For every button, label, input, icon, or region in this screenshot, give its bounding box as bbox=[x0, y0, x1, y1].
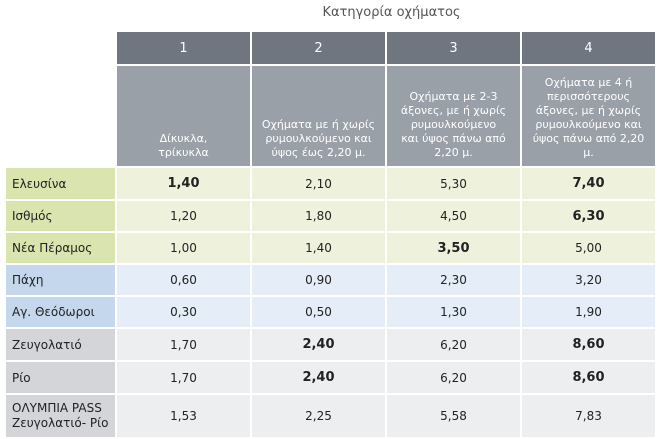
fee-cell: 1,40 bbox=[117, 168, 250, 199]
fee-cell: 1,70 bbox=[117, 329, 250, 360]
category-2-desc-line: ύψος έως 2,20 μ. bbox=[271, 146, 366, 159]
fee-cell: 2,10 bbox=[252, 168, 385, 199]
fee-cell: 3,50 bbox=[387, 233, 520, 263]
category-description-4: Οχήματα με 4 ή περισσότερους άξονες, με … bbox=[522, 66, 655, 166]
fee-cell: 6,20 bbox=[387, 362, 520, 393]
table-row-zevgolatio: Ζευγολατιό 1,70 2,40 6,20 8,60 bbox=[6, 329, 655, 360]
category-number-1: 1 bbox=[117, 32, 250, 64]
fee-cell: 1,40 bbox=[252, 233, 385, 263]
fee-cell: 5,30 bbox=[387, 168, 520, 199]
table-row-olympia-pass: ΟΛΥΜΠΙΑ PASS Ζευγολατιό- Ρίο 1,53 2,25 5… bbox=[6, 395, 655, 437]
category-3-desc-line: ρυμουλκούμενο bbox=[410, 118, 497, 131]
category-4-desc-line: Οχήματα με 4 ή bbox=[544, 76, 633, 89]
category-description-1: Δίκυκλα, τρίκυκλα bbox=[117, 66, 250, 166]
category-description-3: Οχήματα με 2-3 άξονες, με ή χωρίς ρυμουλ… bbox=[387, 66, 520, 166]
fee-cell: 3,20 bbox=[522, 265, 655, 295]
fee-cell: 8,60 bbox=[522, 362, 655, 393]
fee-cell: 7,83 bbox=[522, 395, 655, 437]
category-number-4: 4 bbox=[522, 32, 655, 64]
toll-fees-table: 1 2 3 4 Δίκυκλα, τρίκυκλα Οχήματα με ή χ… bbox=[4, 30, 657, 439]
fee-cell: 1,53 bbox=[117, 395, 250, 437]
category-2-desc-line: ρυμουλκούμενο και bbox=[265, 132, 372, 145]
fee-cell: 7,40 bbox=[522, 168, 655, 199]
fee-cell: 5,58 bbox=[387, 395, 520, 437]
station-name: Αγ. Θεόδωροι bbox=[6, 297, 115, 327]
fee-cell: 6,30 bbox=[522, 201, 655, 231]
fee-cell: 4,50 bbox=[387, 201, 520, 231]
fee-cell: 1,80 bbox=[252, 201, 385, 231]
category-2-desc-line: Οχήματα με ή χωρίς bbox=[261, 118, 376, 131]
fee-cell: 2,40 bbox=[252, 329, 385, 360]
station-name: Νέα Πέραμος bbox=[6, 233, 115, 263]
station-name: Ελευσίνα bbox=[6, 168, 115, 199]
table-row-pachi: Πάχη 0,60 0,90 2,30 3,20 bbox=[6, 265, 655, 295]
fee-cell: 2,25 bbox=[252, 395, 385, 437]
fee-cell: 0,50 bbox=[252, 297, 385, 327]
fee-cell: 8,60 bbox=[522, 329, 655, 360]
category-4-desc-line: περισσότερους bbox=[546, 90, 631, 103]
fee-cell: 1,70 bbox=[117, 362, 250, 393]
fee-cell: 1,30 bbox=[387, 297, 520, 327]
table-row-rio: Ρίο 1,70 2,40 6,20 8,60 bbox=[6, 362, 655, 393]
fee-cell: 5,00 bbox=[522, 233, 655, 263]
fee-cell: 2,30 bbox=[387, 265, 520, 295]
table-row-elefsina: Ελευσίνα 1,40 2,10 5,30 7,40 bbox=[6, 168, 655, 199]
table-caption: Κατηγορία οχήματος bbox=[322, 5, 461, 20]
category-1-desc-line: τρίκυκλα bbox=[158, 146, 209, 159]
table-row-nea-peramos: Νέα Πέραμος 1,00 1,40 3,50 5,00 bbox=[6, 233, 655, 263]
category-description-2: Οχήματα με ή χωρίς ρυμουλκούμενο και ύψο… bbox=[252, 66, 385, 166]
fee-cell: 0,60 bbox=[117, 265, 250, 295]
category-1-desc-line: Δίκυκλα, bbox=[159, 132, 208, 145]
station-name-line: Ζευγολατιό- Ρίο bbox=[12, 416, 109, 430]
station-name: Ρίο bbox=[6, 362, 115, 393]
fee-cell: 1,00 bbox=[117, 233, 250, 263]
category-3-desc-line: άξονες, με ή χωρίς bbox=[400, 104, 507, 117]
empty-corner-cell bbox=[6, 32, 115, 166]
table-row-isthmos: Ισθμός 1,20 1,80 4,50 6,30 bbox=[6, 201, 655, 231]
category-number-2: 2 bbox=[252, 32, 385, 64]
station-name-line: ΟΛΥΜΠΙΑ PASS bbox=[12, 401, 102, 415]
station-name: Πάχη bbox=[6, 265, 115, 295]
station-name: ΟΛΥΜΠΙΑ PASS Ζευγολατιό- Ρίο bbox=[6, 395, 115, 437]
station-name: Ζευγολατιό bbox=[6, 329, 115, 360]
fee-cell: 0,30 bbox=[117, 297, 250, 327]
table-row-ag-theodoroi: Αγ. Θεόδωροι 0,30 0,50 1,30 1,90 bbox=[6, 297, 655, 327]
category-3-desc-line: Οχήματα με 2-3 bbox=[409, 90, 498, 103]
fee-cell: 2,40 bbox=[252, 362, 385, 393]
category-number-3: 3 bbox=[387, 32, 520, 64]
fee-cell: 0,90 bbox=[252, 265, 385, 295]
category-4-desc-line: άξονες, με ή χωρίς ρυμουλκούμενο και bbox=[535, 104, 642, 131]
category-4-desc-line: ύψος πάνω από 2,20 μ. bbox=[532, 132, 645, 159]
station-name: Ισθμός bbox=[6, 201, 115, 231]
fee-cell: 1,90 bbox=[522, 297, 655, 327]
fee-cell: 6,20 bbox=[387, 329, 520, 360]
fee-cell: 1,20 bbox=[117, 201, 250, 231]
category-3-desc-line: και ύψος πάνω από 2,20 μ. bbox=[401, 132, 506, 159]
